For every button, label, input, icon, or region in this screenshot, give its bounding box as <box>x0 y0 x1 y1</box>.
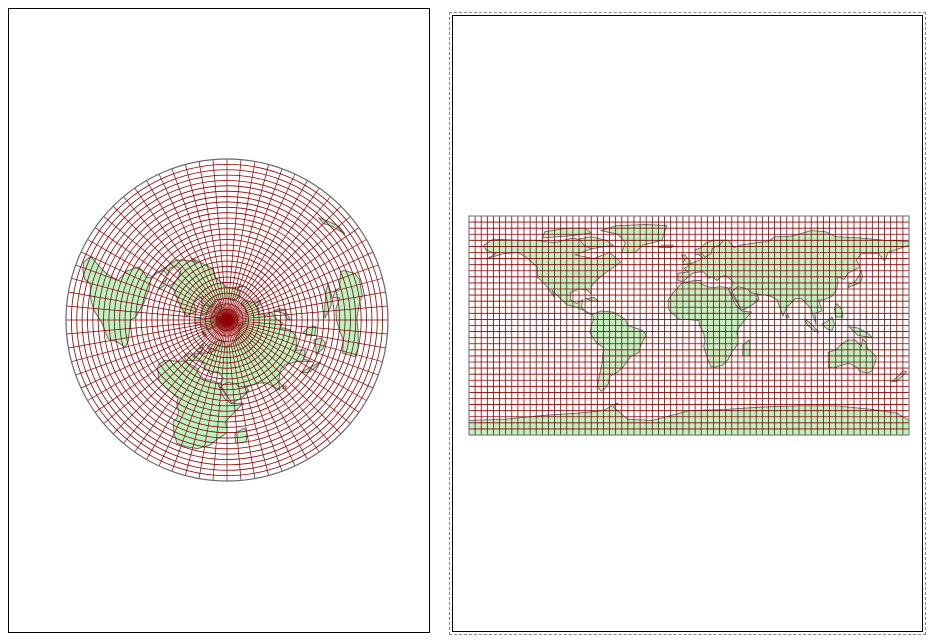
polar-meridian <box>226 319 360 413</box>
polar-map-canvas[interactable] <box>9 9 431 634</box>
polar-meridian <box>226 239 367 321</box>
world-land-sumatra <box>804 318 819 334</box>
polar-meridian <box>226 319 388 335</box>
world-land-britain <box>681 254 691 266</box>
polar-meridian <box>134 319 228 453</box>
polar-meridian <box>226 168 283 321</box>
polar-meridian <box>226 319 383 363</box>
polar-meridian <box>71 319 228 363</box>
polar-meridian <box>94 319 228 413</box>
polar-meridian <box>68 291 228 321</box>
polar-meridian <box>184 164 228 321</box>
world-land-eurasia <box>677 230 910 325</box>
polar-meridian <box>226 264 379 321</box>
polar-meridian <box>226 319 296 467</box>
polar-meridian <box>212 159 228 321</box>
polar-meridian <box>123 196 228 321</box>
polar-meridian <box>80 251 228 321</box>
polar-meridian <box>226 319 256 479</box>
polar-meridian <box>226 319 320 453</box>
polar-meridian <box>226 319 242 481</box>
polar-meridian <box>212 319 228 481</box>
polar-meridian <box>226 319 270 476</box>
polar-meridian <box>226 159 242 321</box>
world-land-new-guinea <box>847 326 874 339</box>
world-land-arabia <box>731 286 760 311</box>
polar-map-edge <box>65 158 389 482</box>
polar-meridian <box>158 173 228 321</box>
polar-meridian <box>226 205 342 321</box>
polar-meridian <box>112 319 228 435</box>
polar-meridian <box>71 277 228 321</box>
polar-meridian <box>226 319 283 472</box>
polar-meridian <box>75 264 228 321</box>
polar-meridian <box>226 319 367 401</box>
world-land-south-america <box>589 310 647 392</box>
polar-meridian <box>146 180 228 321</box>
polar-meridian <box>198 319 228 479</box>
polar-meridian <box>184 319 228 476</box>
polar-meridian <box>226 319 374 389</box>
polar-meridian <box>146 319 228 460</box>
polar-meridian <box>226 305 388 321</box>
polar-meridian <box>226 319 386 349</box>
polar-graticule <box>66 159 388 481</box>
polar-map-frame[interactable] <box>8 8 430 633</box>
polar-meridian <box>94 227 228 321</box>
polar-land-cuba <box>157 277 168 291</box>
polar-meridian <box>171 319 228 472</box>
polar-meridian <box>80 319 228 389</box>
world-graticule <box>469 216 909 435</box>
polar-meridian <box>226 319 379 376</box>
polar-meridian <box>226 319 351 424</box>
polar-meridian <box>226 173 296 321</box>
polar-meridian <box>226 180 308 321</box>
world-map-edge <box>468 215 910 436</box>
polar-meridian <box>66 305 228 321</box>
polar-meridian <box>226 196 331 321</box>
polar-meridian <box>226 164 270 321</box>
polar-meridian <box>226 319 308 460</box>
polar-meridian <box>75 319 228 376</box>
polar-landmasses <box>82 216 363 450</box>
polar-land-sri-lanka <box>281 385 288 390</box>
polar-meridian <box>198 161 228 321</box>
polar-meridian <box>226 319 331 444</box>
polar-meridian <box>123 319 228 444</box>
polar-meridian <box>103 319 228 424</box>
world-map-selection-frame[interactable] <box>449 12 926 635</box>
polar-meridian <box>87 239 228 321</box>
polar-meridian <box>226 291 386 321</box>
world-land-north-america <box>483 237 622 316</box>
polar-meridian <box>226 277 383 321</box>
polar-meridian <box>103 216 228 321</box>
polar-meridian <box>171 168 228 321</box>
polar-meridian <box>68 319 228 349</box>
polar-land-arabia <box>220 381 249 404</box>
polar-meridian <box>226 187 320 321</box>
polar-meridian <box>226 319 342 435</box>
polar-meridian <box>226 161 256 321</box>
world-map-frame[interactable] <box>452 15 923 632</box>
polar-meridian <box>66 319 228 335</box>
world-land-borneo <box>821 316 835 331</box>
world-land-sri-lanka <box>784 313 790 319</box>
world-land-cuba <box>584 297 600 302</box>
polar-meridian <box>112 205 228 321</box>
polar-land-new-guinea <box>324 283 332 319</box>
polar-meridian <box>226 227 360 321</box>
polar-meridian <box>134 187 228 321</box>
polar-meridian <box>87 319 228 401</box>
polar-meridian <box>226 216 351 321</box>
polar-meridian <box>226 251 374 321</box>
polar-land-borneo <box>313 337 326 356</box>
world-map-canvas[interactable] <box>453 16 924 633</box>
polar-meridian <box>158 319 228 467</box>
